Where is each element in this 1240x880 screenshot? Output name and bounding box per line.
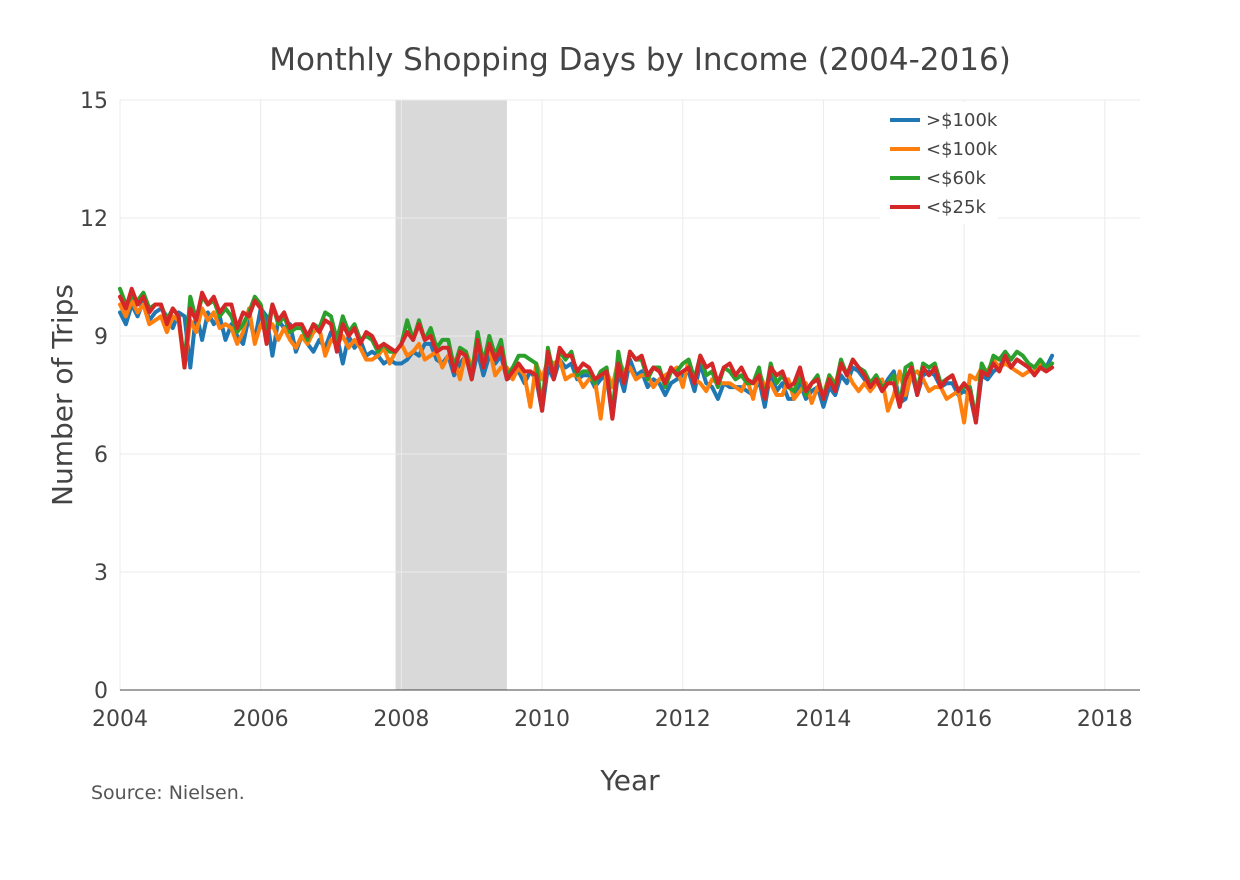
source-note: Source: Nielsen. [91,782,245,804]
y-tick-label: 0 [94,679,108,704]
chart-title: Monthly Shopping Days by Income (2004-20… [269,42,1011,78]
legend[interactable]: >$100k <$100k <$60k <$25k [880,102,998,224]
axes: 0 3 6 9 12 15 2004 2006 2008 2010 2012 2014 2016 2018 [80,89,1140,732]
x-tick-label: 2010 [514,707,570,732]
y-tick-label: 12 [80,207,108,232]
y-tick-label: 9 [94,325,108,350]
x-axis-title: Year [599,764,660,797]
legend-label[interactable]: <$60k [926,168,986,189]
legend-box [880,102,998,224]
x-tick-label: 2008 [373,707,429,732]
x-tick-label: 2006 [233,707,289,732]
x-tick-label: 2016 [936,707,992,732]
series-line-1 [118,298,1043,425]
x-tick-label: 2004 [92,707,148,732]
legend-label[interactable]: <$25k [926,197,986,218]
x-tick-label: 2014 [795,707,851,732]
legend-label[interactable]: <$100k [926,139,998,160]
y-tick-label: 6 [94,443,108,468]
x-tick-label: 2012 [655,707,711,732]
y-tick-label: 15 [80,89,108,114]
series-line-0 [118,298,1055,425]
y-tick-label: 3 [94,561,108,586]
shaded-region-layer [395,100,507,690]
series-lines [118,286,1055,425]
series-line-3 [118,286,1055,425]
x-tick-label: 2018 [1077,707,1133,732]
recession-shade [395,100,507,690]
legend-label[interactable]: >$100k [926,110,998,131]
y-axis-title: Number of Trips [46,284,79,506]
